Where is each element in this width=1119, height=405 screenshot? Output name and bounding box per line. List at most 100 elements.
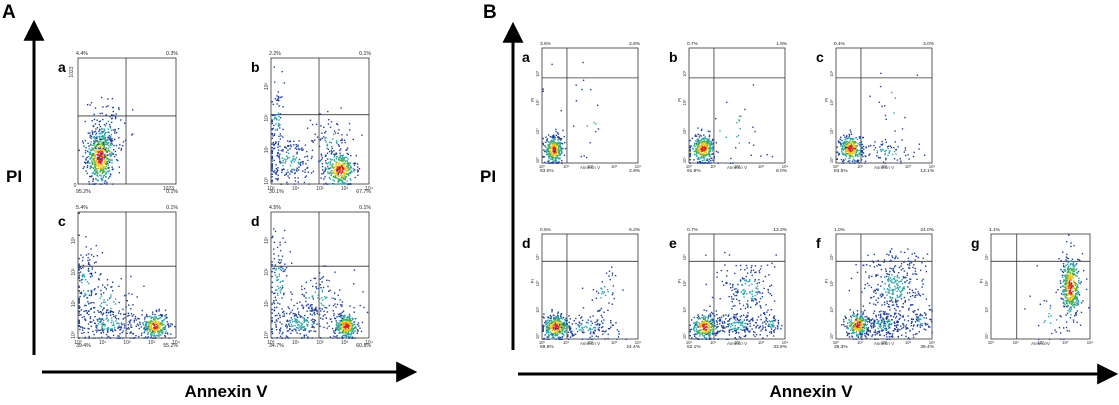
y-tick-label: 10⁰ — [829, 157, 834, 164]
event-dot — [706, 160, 707, 161]
event-dot — [92, 145, 93, 146]
event-dot — [586, 327, 587, 328]
event-dot — [731, 308, 732, 309]
event-dot — [561, 327, 562, 328]
event-dot — [113, 322, 114, 323]
event-dot — [272, 313, 273, 314]
event-dot — [721, 325, 722, 326]
event-dot — [97, 140, 98, 141]
event-dot — [602, 291, 603, 292]
event-dot — [295, 177, 296, 178]
event-dot — [312, 314, 313, 315]
event-dot — [699, 335, 700, 336]
event-dot — [873, 149, 874, 150]
panel-b-y-title: PI — [480, 167, 496, 186]
event-dot — [560, 150, 561, 151]
event-dot — [93, 302, 94, 303]
event-dot — [111, 118, 112, 119]
event-dot — [735, 147, 736, 148]
event-dot — [117, 328, 118, 329]
event-dot — [79, 280, 80, 281]
event-dot — [85, 140, 86, 141]
event-dot — [610, 322, 611, 323]
event-dot — [595, 131, 596, 132]
event-dot — [703, 135, 704, 136]
event-dot — [576, 100, 577, 101]
event-dot — [353, 324, 354, 325]
event-dot — [289, 173, 290, 174]
event-dot — [294, 318, 295, 319]
event-dot — [151, 334, 152, 335]
event-dot — [277, 277, 278, 278]
event-dot — [742, 321, 743, 322]
event-dot — [708, 328, 709, 329]
event-dot — [83, 168, 84, 169]
event-dot — [308, 183, 309, 184]
event-dot — [99, 129, 100, 130]
event-dot — [295, 330, 296, 331]
event-dot — [336, 153, 337, 154]
event-dot — [93, 183, 94, 184]
event-dot — [557, 333, 558, 334]
event-dot — [546, 329, 547, 330]
event-dot — [284, 147, 285, 148]
event-dot — [346, 160, 347, 161]
event-dot — [346, 167, 347, 168]
x-tick-label: 10³ — [611, 164, 618, 169]
event-dot — [327, 111, 328, 112]
event-dot — [291, 162, 292, 163]
event-dot — [549, 325, 550, 326]
event-dot — [348, 327, 349, 328]
event-dot — [280, 269, 281, 270]
event-dot — [136, 319, 137, 320]
event-dot — [544, 156, 545, 157]
event-dot — [765, 304, 766, 305]
event-dot — [709, 159, 710, 160]
event-dot — [572, 335, 573, 336]
event-dot — [119, 302, 120, 303]
event-dot — [292, 330, 293, 331]
event-dot — [843, 159, 844, 160]
event-dot — [302, 171, 303, 172]
event-dot — [739, 142, 740, 143]
event-dot — [556, 160, 557, 161]
event-dot — [281, 172, 282, 173]
event-dot — [335, 299, 336, 300]
event-dot — [98, 165, 99, 166]
event-dot — [849, 151, 850, 152]
event-dot — [137, 318, 138, 319]
event-dot — [298, 314, 299, 315]
event-dot — [101, 180, 102, 181]
event-dot — [329, 177, 330, 178]
event-dot — [274, 303, 275, 304]
event-dot — [900, 161, 901, 162]
event-dot — [747, 330, 748, 331]
event-dot — [728, 320, 729, 321]
event-dot — [102, 314, 103, 315]
event-dot — [332, 179, 333, 180]
event-dot — [359, 328, 360, 329]
event-dot — [316, 283, 317, 284]
event-dot — [342, 335, 343, 336]
event-dot — [111, 152, 112, 153]
event-dot — [708, 316, 709, 317]
event-dot — [885, 159, 886, 160]
event-dot — [160, 334, 161, 335]
event-dot — [91, 292, 92, 293]
event-dot — [558, 142, 559, 143]
event-dot — [341, 304, 342, 305]
event-dot — [340, 304, 341, 305]
event-dot — [700, 148, 701, 149]
event-dot — [608, 291, 609, 292]
event-dot — [304, 330, 305, 331]
event-dot — [311, 307, 312, 308]
event-dot — [299, 315, 300, 316]
event-dot — [349, 123, 350, 124]
event-dot — [101, 139, 102, 140]
event-dot — [333, 310, 334, 311]
event-dot — [103, 146, 104, 147]
event-dot — [104, 130, 105, 131]
event-dot — [272, 150, 273, 151]
event-dot — [553, 333, 554, 334]
event-dot — [350, 330, 351, 331]
